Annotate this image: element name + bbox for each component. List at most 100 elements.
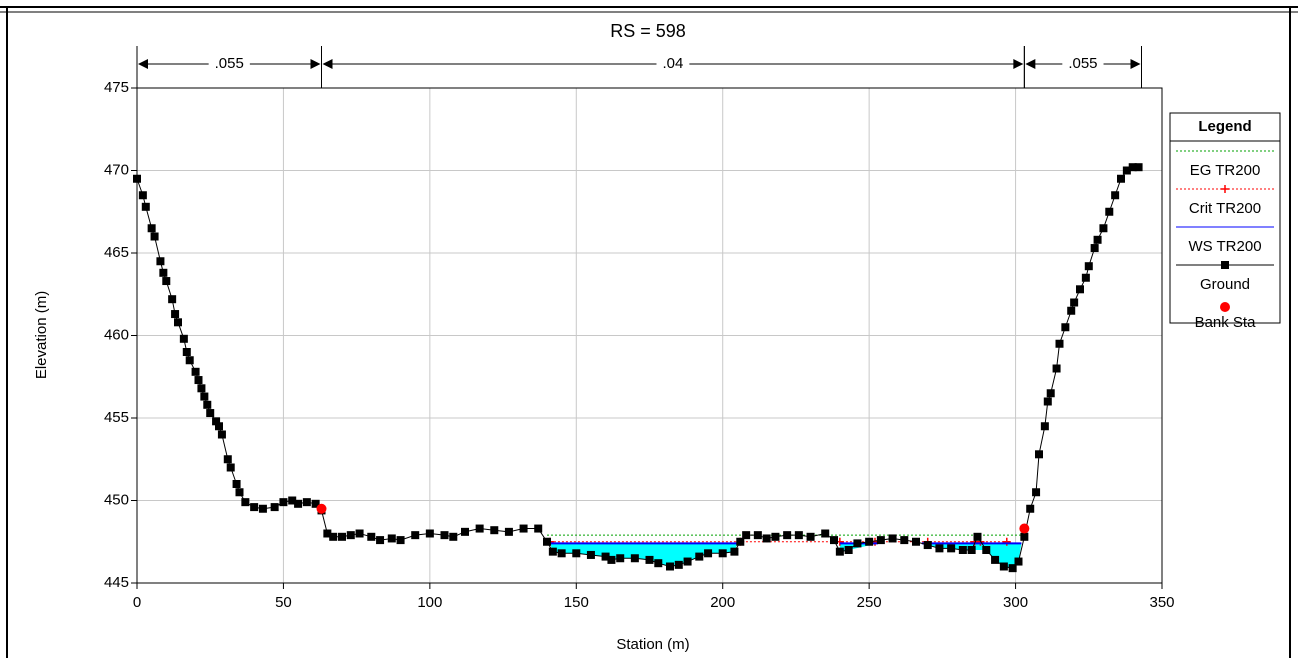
ground-point — [168, 295, 177, 304]
ground-point — [1076, 285, 1084, 294]
ground-point — [1035, 450, 1043, 459]
ground-point — [912, 537, 920, 546]
ground-point — [1105, 207, 1114, 216]
ground-point — [162, 277, 171, 286]
roughness-label: .055 — [215, 55, 244, 72]
ground-point — [223, 455, 232, 464]
y-tick-label: 460 — [104, 326, 129, 343]
ground-point — [999, 562, 1008, 571]
ground-point — [947, 544, 956, 553]
ground-point — [557, 549, 566, 558]
ground-point — [1055, 339, 1064, 348]
ground-point — [548, 547, 557, 556]
ground-point — [853, 539, 862, 548]
ground-point — [411, 531, 420, 540]
ground-point — [185, 356, 194, 365]
ground-point — [704, 549, 713, 558]
ground-point — [794, 531, 803, 540]
legend-symbol — [1221, 185, 1229, 193]
y-tick-label: 450 — [104, 491, 129, 508]
y-tick-label: 465 — [104, 244, 129, 261]
legend-label: Crit TR200 — [1189, 200, 1261, 217]
ground-point — [311, 499, 320, 508]
ground-point — [206, 409, 215, 418]
ground-point — [288, 496, 297, 505]
y-tick-label: 445 — [104, 574, 129, 591]
ground-point — [991, 555, 1000, 564]
ground-point — [1128, 163, 1137, 172]
ground-point — [730, 547, 739, 556]
legend-label: Bank Sta — [1195, 314, 1257, 331]
x-tick-label: 300 — [1003, 594, 1028, 611]
ground-point — [217, 430, 226, 439]
ground-point — [1117, 174, 1125, 183]
ground-point — [133, 174, 141, 183]
ground-point — [440, 531, 449, 540]
chart-title: RS = 598 — [610, 21, 686, 41]
x-tick-label: 250 — [857, 594, 882, 611]
ground-point — [1046, 389, 1055, 398]
ground-point — [1099, 224, 1108, 233]
ground-point — [490, 526, 499, 535]
ground-point — [1043, 397, 1052, 406]
ground-point — [338, 532, 346, 541]
ground-point — [200, 392, 209, 401]
ground-point — [519, 524, 528, 533]
ground-point — [1084, 262, 1093, 271]
ground-point — [830, 536, 838, 545]
ground-point — [156, 257, 165, 266]
x-tick-label: 50 — [275, 594, 292, 611]
legend-label: Ground — [1200, 276, 1250, 293]
ground-point — [294, 499, 303, 508]
ground-point — [250, 503, 259, 512]
ground-point — [666, 562, 674, 571]
bank-station — [1019, 523, 1030, 534]
ground-point — [191, 367, 200, 376]
x-tick-label: 200 — [710, 594, 735, 611]
ground-point — [171, 310, 180, 319]
ground-point — [232, 480, 241, 488]
ground-point — [1008, 564, 1017, 573]
ground-point — [683, 557, 692, 566]
legend-box — [1169, 112, 1281, 324]
legend-title: Legend — [1198, 118, 1251, 135]
bank-station — [316, 503, 327, 514]
ground-point — [742, 531, 751, 540]
ground-point — [147, 224, 156, 233]
ground-point — [601, 552, 610, 561]
water-fill — [921, 543, 1022, 569]
x-tick-label: 150 — [564, 594, 589, 611]
ground-point — [865, 537, 874, 546]
y-tick-label: 455 — [104, 409, 129, 426]
ground-point — [241, 498, 250, 507]
ground-point — [194, 376, 203, 385]
ground-point — [329, 532, 338, 541]
ground-point — [1111, 191, 1120, 200]
ground-point — [616, 554, 625, 563]
legend-label: EG TR200 — [1190, 162, 1261, 179]
x-axis-label: Station (m) — [616, 636, 689, 653]
ground-point — [783, 531, 792, 540]
ground-point — [1090, 244, 1099, 253]
ground-point — [174, 318, 182, 327]
ground-point — [387, 534, 396, 543]
ground-point — [534, 524, 543, 533]
ground-point — [888, 534, 897, 543]
ground-point — [1067, 306, 1076, 315]
ground-point — [197, 384, 206, 393]
arrow-head — [310, 59, 321, 69]
ground-point — [1070, 298, 1079, 307]
ground-point — [449, 532, 458, 541]
water-fill — [549, 543, 738, 567]
ground-point — [159, 268, 168, 277]
ground-point — [258, 504, 267, 513]
ground-point — [141, 202, 150, 211]
legend-symbol — [1221, 261, 1229, 269]
y-tick-label: 470 — [104, 161, 129, 178]
ground-point — [900, 536, 909, 545]
arrow-head — [1025, 59, 1036, 69]
arrow-head — [138, 59, 148, 69]
ground-point — [718, 549, 727, 558]
ground-point — [396, 536, 405, 545]
